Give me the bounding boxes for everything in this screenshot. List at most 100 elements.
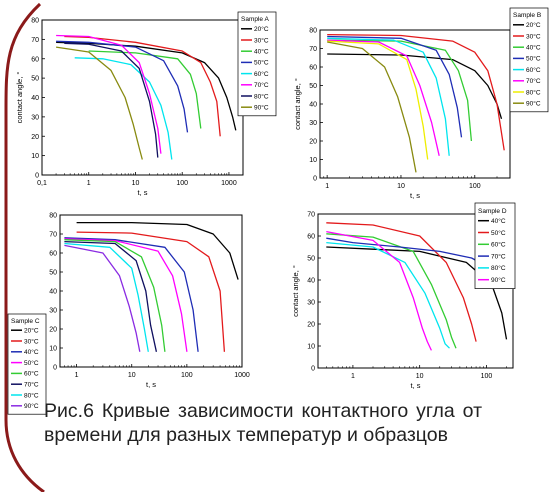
legend-entry: 70°C <box>491 252 506 260</box>
plot-frame <box>59 214 243 368</box>
y-tick-label: 0 <box>35 173 39 180</box>
x-axis-label: t, s <box>410 191 420 200</box>
y-tick-label: 80 <box>49 213 57 220</box>
series-line-60-c <box>327 37 450 156</box>
y-tick-label: 10 <box>49 346 57 353</box>
series-line-60-c <box>74 57 173 160</box>
y-tick-label: 40 <box>309 102 317 109</box>
y-tick-label: 30 <box>307 300 315 307</box>
figure-caption: Рис.6 Кривые зависимости контактного угл… <box>44 400 482 446</box>
y-tick-label: 20 <box>309 139 317 146</box>
legend-entry: 50°C <box>254 59 269 67</box>
y-tick-label: 10 <box>309 157 317 164</box>
series-line-70-c <box>64 240 158 352</box>
series-line-50-c <box>327 35 463 138</box>
x-tick-label: 10 <box>128 372 136 379</box>
y-tick-label: 70 <box>307 212 315 219</box>
x-tick-label: 1 <box>325 183 329 190</box>
legend-title: Sample A <box>241 16 269 23</box>
y-tick-label: 0 <box>53 365 57 372</box>
y-tick-label: 70 <box>309 46 317 53</box>
legend-entry: 90°C <box>491 276 506 284</box>
legend-entry: 60°C <box>24 370 39 378</box>
y-tick-label: 20 <box>31 134 39 141</box>
legend-entry: 40°C <box>254 48 269 56</box>
series-line-80-c <box>326 241 450 349</box>
legend-entry: 80°C <box>526 88 541 96</box>
x-tick-label: 10 <box>416 373 424 380</box>
series-line-50-c <box>56 40 189 133</box>
y-tick-label: 40 <box>31 95 39 102</box>
series-line-80-c <box>64 42 159 158</box>
y-tick-label: 40 <box>49 289 57 296</box>
plot-frame <box>319 29 511 179</box>
series-line-30-c <box>327 33 505 151</box>
x-tick-label: 1 <box>351 373 355 380</box>
series-line-20-c <box>327 53 503 119</box>
y-axis-label: contact angle, ° <box>15 72 24 124</box>
y-tick-label: 50 <box>49 270 57 277</box>
chart-panel-sample-b: 0 10 20 30 40 50 60 70 80 1 10 100 t, s contact angle… <box>293 7 549 200</box>
legend-entry: 30°C <box>254 36 269 44</box>
plot-frame <box>317 213 514 369</box>
legend-entry: 70°C <box>254 81 269 89</box>
legend-entry: 20°C <box>24 327 39 335</box>
legend-entry: 80°C <box>24 391 39 399</box>
y-tick-label: 0 <box>311 366 315 373</box>
y-tick-label: 70 <box>49 232 57 239</box>
x-tick-label: 100 <box>481 373 493 380</box>
x-tick-label: 1 <box>75 372 79 379</box>
series-line-90-c <box>56 46 143 160</box>
legend-entry: 30°C <box>526 32 541 40</box>
y-tick-label: 80 <box>31 18 39 25</box>
legend-title: Sample B <box>513 12 541 19</box>
legend-entry: 90°C <box>526 100 541 108</box>
chart-panel-sample-d: 0 10 20 30 40 50 60 70 1 10 100 t, s contact angle, … <box>291 202 516 390</box>
y-tick-label: 30 <box>309 120 317 127</box>
x-tick-label: 100 <box>181 372 193 379</box>
y-tick-label: 80 <box>309 28 317 35</box>
legend-title: Sample D <box>478 208 507 215</box>
series-line-60-c <box>64 239 166 352</box>
y-tick-label: 30 <box>31 114 39 121</box>
series-line-80-c <box>327 40 429 160</box>
y-tick-label: 0 <box>313 176 317 183</box>
y-tick-label: 40 <box>307 278 315 285</box>
legend-entry: 70°C <box>526 77 541 85</box>
legend-entry: 80°C <box>491 264 506 272</box>
legend-entry: 40°C <box>491 217 506 225</box>
legend-entry: 50°C <box>491 229 506 237</box>
legend-entry: 50°C <box>24 359 39 367</box>
x-tick-label: 1000 <box>221 180 237 187</box>
legend-box <box>474 202 516 289</box>
series-line-30-c <box>76 231 226 352</box>
series-line-90-c <box>64 244 141 352</box>
legend-entry: 70°C <box>24 381 39 389</box>
legend-entry: 60°C <box>491 241 506 249</box>
series-line-70-c <box>327 39 440 156</box>
y-tick-label: 60 <box>49 251 57 258</box>
y-tick-label: 10 <box>31 153 39 160</box>
legend-entry: 20°C <box>254 25 269 33</box>
legend-entry: 90°C <box>24 402 39 410</box>
y-tick-label: 50 <box>31 76 39 83</box>
legend-entry: 60°C <box>254 70 269 78</box>
legend-title: Sample C <box>11 318 40 325</box>
y-tick-label: 50 <box>309 83 317 90</box>
series-line-70-c <box>56 34 162 154</box>
x-tick-label: 1 <box>87 180 91 187</box>
legend-entry: 40°C <box>526 44 541 52</box>
y-tick-label: 20 <box>49 327 57 334</box>
legend-entry: 30°C <box>24 337 39 345</box>
x-axis-label: t, s <box>146 380 156 389</box>
series-line-50-c <box>326 222 477 342</box>
chart-panel-sample-c: 0 10 20 30 40 50 60 70 80 1 10 100 1000 t, s Sample C 2… <box>7 213 250 415</box>
x-tick-label: 100 <box>469 183 481 190</box>
x-axis-label: t, s <box>137 188 147 197</box>
legend-entry: 90°C <box>254 104 269 112</box>
x-tick-label: 1000 <box>234 372 250 379</box>
x-tick-label: 100 <box>176 180 188 187</box>
series-line-20-c <box>56 41 237 131</box>
x-axis-label: t, s <box>410 381 420 390</box>
